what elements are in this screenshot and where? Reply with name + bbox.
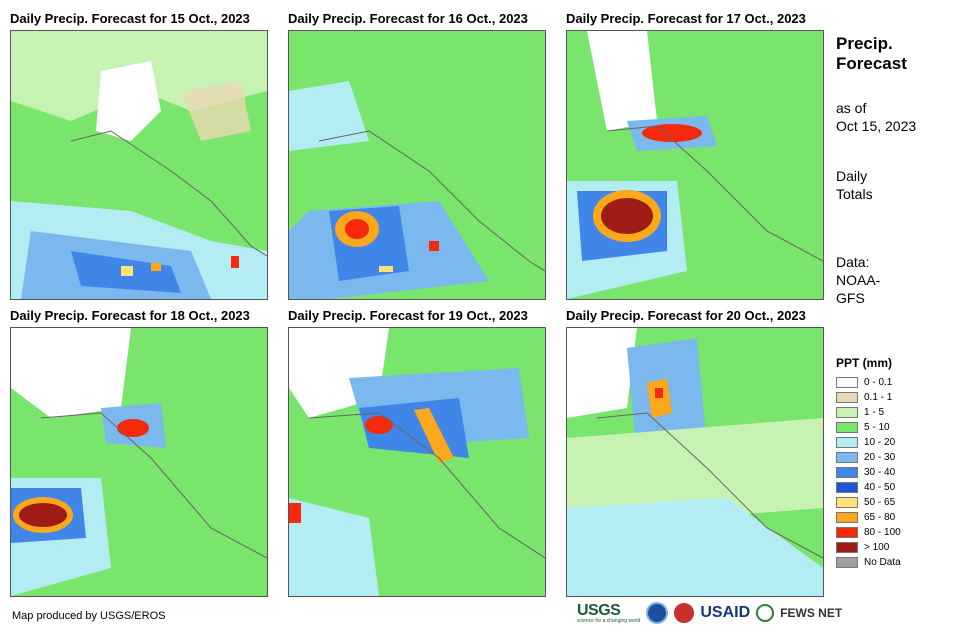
legend-swatch — [836, 407, 858, 418]
logos: USGS science for a changing world USAID … — [577, 602, 842, 624]
legend-label: No Data — [864, 557, 901, 568]
usaid-seal-icon — [674, 603, 695, 623]
as-of-label: as of — [836, 100, 867, 116]
legend-label: 10 - 20 — [864, 437, 896, 448]
map-19-oct — [288, 327, 546, 597]
as-of-date: Oct 15, 2023 — [836, 118, 917, 134]
legend-label: 40 - 50 — [864, 482, 896, 493]
legend-label: 30 - 40 — [864, 467, 896, 478]
legend-swatch — [836, 527, 858, 538]
legend-label: 20 - 30 — [864, 452, 896, 463]
legend-swatch — [836, 377, 858, 388]
fews-net-wordmark: FEWS NET — [780, 606, 843, 620]
precip-map-17-oct — [567, 31, 823, 299]
precip-map-19-oct — [289, 328, 545, 596]
fews-net-icon — [756, 604, 775, 622]
map-18-oct — [10, 327, 268, 597]
data-line-3: GFS — [836, 290, 865, 306]
legend-item: 80 - 100 — [836, 525, 901, 540]
legend-label: > 100 — [864, 542, 890, 553]
legend-item: 20 - 30 — [836, 450, 901, 465]
legend-item: No Data — [836, 555, 901, 570]
map-20-oct — [566, 327, 824, 597]
legend-item: 1 - 5 — [836, 405, 901, 420]
legend-title: PPT (mm) — [836, 356, 893, 370]
legend-item: 50 - 65 — [836, 495, 901, 510]
legend-label: 1 - 5 — [864, 407, 885, 418]
legend-swatch — [836, 392, 858, 403]
data-line-1: Data: — [836, 254, 870, 270]
map-17-oct — [566, 30, 824, 300]
legend-label: 80 - 100 — [864, 527, 901, 538]
totals-line-1: Daily — [836, 168, 868, 184]
legend-rows: 0 - 0.1 0.1 - 1 1 - 5 5 - 10 10 - 20 20 - 30 3… — [836, 375, 901, 570]
legend-item: 30 - 40 — [836, 465, 901, 480]
precip-map-18-oct — [11, 328, 267, 596]
usgs-wordmark: USGS — [577, 602, 621, 619]
legend-swatch — [836, 452, 858, 463]
legend-item: > 100 — [836, 540, 901, 555]
panel-title-17-oct: Daily Precip. Forecast for 17 Oct., 2023 — [566, 11, 806, 26]
legend-label: 65 - 80 — [864, 512, 896, 523]
panel-title-15-oct: Daily Precip. Forecast for 15 Oct., 2023 — [10, 11, 250, 26]
legend-label: 5 - 10 — [864, 422, 890, 433]
legend-swatch — [836, 542, 858, 553]
usaid-wordmark: USAID — [700, 604, 751, 621]
legend-item: 0 - 0.1 — [836, 375, 901, 390]
legend-swatch — [836, 557, 858, 568]
legend-swatch — [836, 422, 858, 433]
usgs-logo: USGS science for a changing world — [577, 602, 640, 624]
panel-title-16-oct: Daily Precip. Forecast for 16 Oct., 2023 — [288, 11, 528, 26]
panel-title-18-oct: Daily Precip. Forecast for 18 Oct., 2023 — [10, 308, 250, 323]
precip-map-15-oct — [11, 31, 267, 299]
panel-title-19-oct: Daily Precip. Forecast for 19 Oct., 2023 — [288, 308, 528, 323]
noaa-icon — [646, 602, 669, 624]
map-15-oct — [10, 30, 268, 300]
legend-item: 65 - 80 — [836, 510, 901, 525]
legend-swatch — [836, 512, 858, 523]
legend-label: 50 - 65 — [864, 497, 896, 508]
map-16-oct — [288, 30, 546, 300]
precip-map-20-oct — [567, 328, 823, 596]
legend-swatch — [836, 482, 858, 493]
legend-swatch — [836, 497, 858, 508]
precip-map-16-oct — [289, 31, 545, 299]
legend-label: 0 - 0.1 — [864, 377, 893, 388]
legend-label: 0.1 - 1 — [864, 392, 893, 403]
credit: Map produced by USGS/EROS — [12, 610, 166, 622]
legend-swatch — [836, 437, 858, 448]
panel-title-20-oct: Daily Precip. Forecast for 20 Oct., 2023 — [566, 308, 806, 323]
data-line-2: NOAA- — [836, 272, 881, 288]
legend-item: 0.1 - 1 — [836, 390, 901, 405]
legend-swatch — [836, 467, 858, 478]
legend-item: 10 - 20 — [836, 435, 901, 450]
legend-item: 5 - 10 — [836, 420, 901, 435]
legend-item: 40 - 50 — [836, 480, 901, 495]
usgs-tagline: science for a changing world — [577, 618, 641, 624]
legend: PPT (mm) 0 - 0.1 0.1 - 1 1 - 5 5 - 10 10 - 2… — [836, 356, 901, 570]
side-title: Precip. Forecast — [836, 34, 907, 73]
totals-line-2: Totals — [836, 186, 873, 202]
